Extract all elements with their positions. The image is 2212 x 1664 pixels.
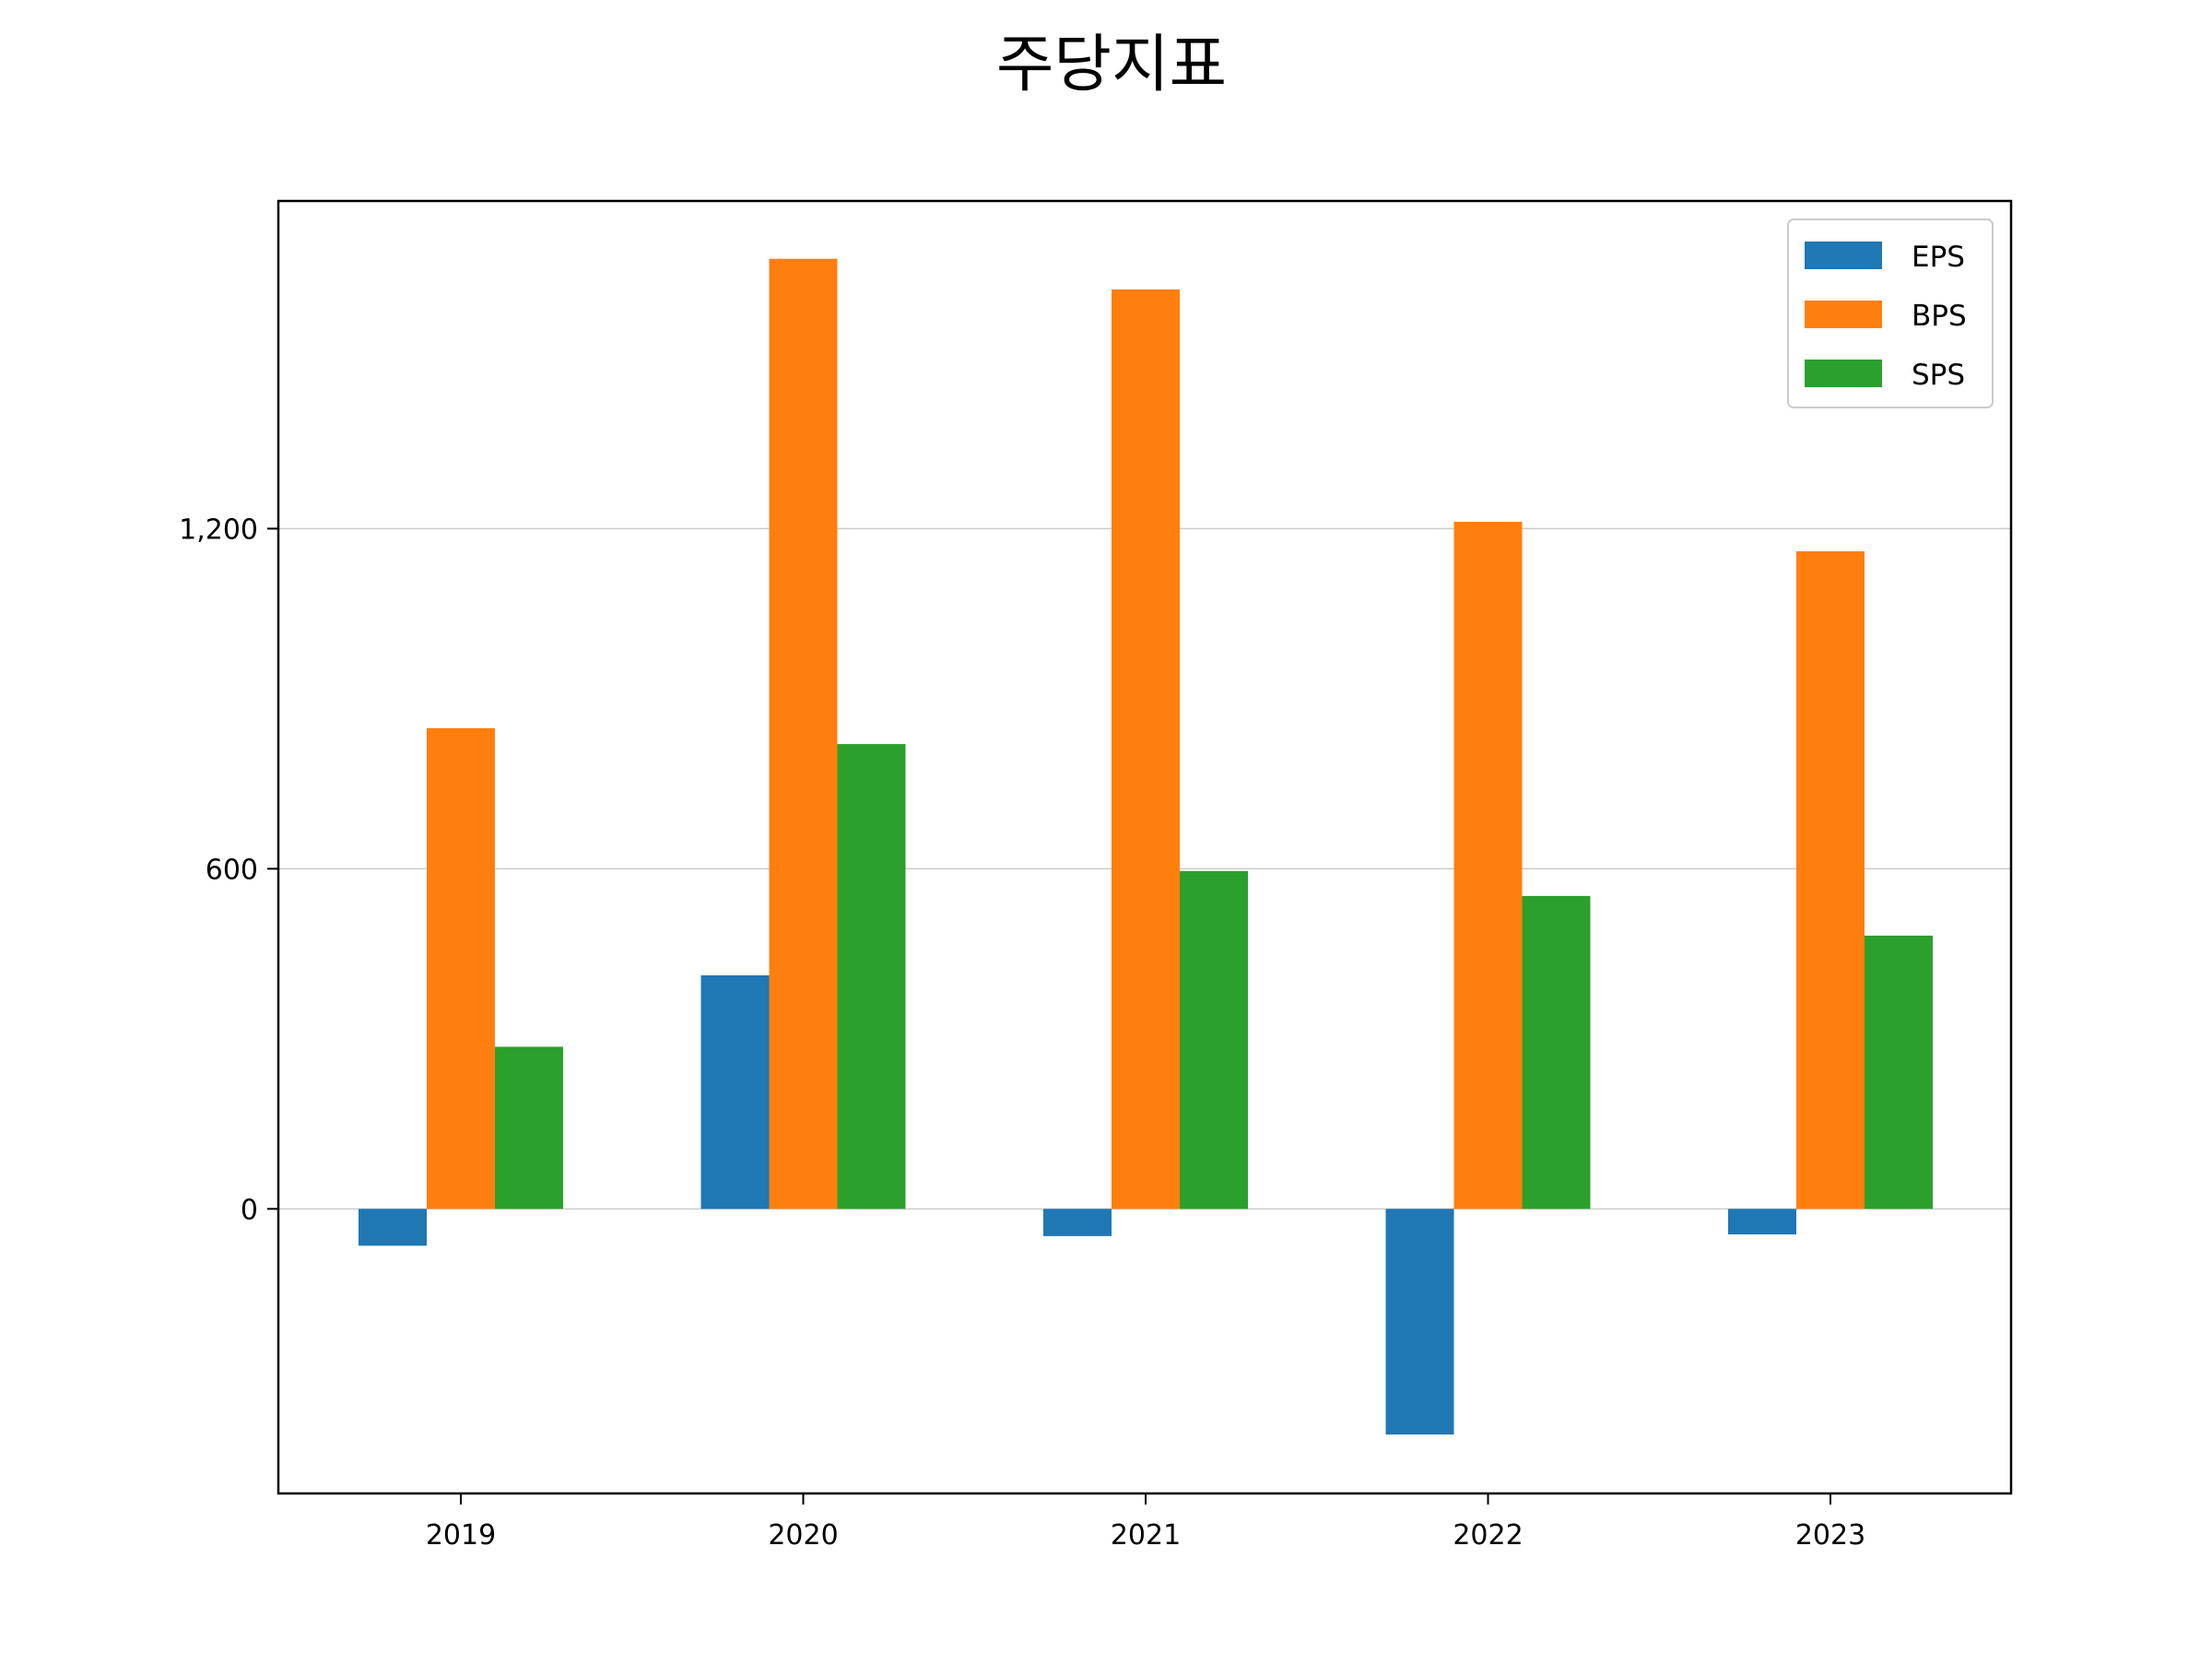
- legend-swatch-bps: [1805, 301, 1882, 328]
- bar-eps-2021: [1043, 1209, 1112, 1236]
- x-tick-label: 2020: [768, 1519, 838, 1552]
- bar-bps-2021: [1112, 289, 1180, 1210]
- y-tick-label: 0: [241, 1194, 258, 1226]
- x-tick-label: 2019: [426, 1519, 496, 1552]
- legend-label-eps: EPS: [1912, 241, 1965, 274]
- chart-title: 주당지표: [996, 29, 1227, 101]
- bar-bps-2020: [769, 258, 838, 1210]
- legend-swatch-sps: [1805, 360, 1882, 387]
- bar-sps-2021: [1180, 870, 1248, 1210]
- bar-bps-2022: [1453, 522, 1523, 1210]
- bar-sps-2023: [1865, 935, 1933, 1210]
- x-tick-label: 2022: [1453, 1519, 1523, 1552]
- axis-ticks: 0 600 1,200 2019 2020 2021 2022 2023: [179, 513, 1865, 1552]
- legend-swatch-eps: [1805, 242, 1882, 269]
- bar-bps-2023: [1796, 551, 1865, 1210]
- y-tick-label: 1,200: [179, 513, 258, 546]
- bar-eps-2022: [1385, 1209, 1454, 1435]
- bar-sps-2022: [1522, 895, 1591, 1210]
- bar-eps-2019: [359, 1209, 427, 1246]
- x-tick-label: 2021: [1111, 1519, 1181, 1552]
- bars: [359, 258, 1933, 1435]
- bar-sps-2019: [495, 1046, 563, 1210]
- bar-eps-2023: [1728, 1209, 1796, 1234]
- legend: EPS BPS SPS: [1787, 218, 1994, 408]
- bar-eps-2020: [700, 974, 770, 1210]
- legend-label-bps: BPS: [1912, 300, 1967, 333]
- legend-label-sps: SPS: [1912, 359, 1965, 392]
- bar-sps-2020: [837, 744, 906, 1210]
- bar-bps-2019: [427, 727, 495, 1210]
- x-tick-label: 2023: [1795, 1519, 1865, 1552]
- y-tick-label: 600: [206, 854, 258, 886]
